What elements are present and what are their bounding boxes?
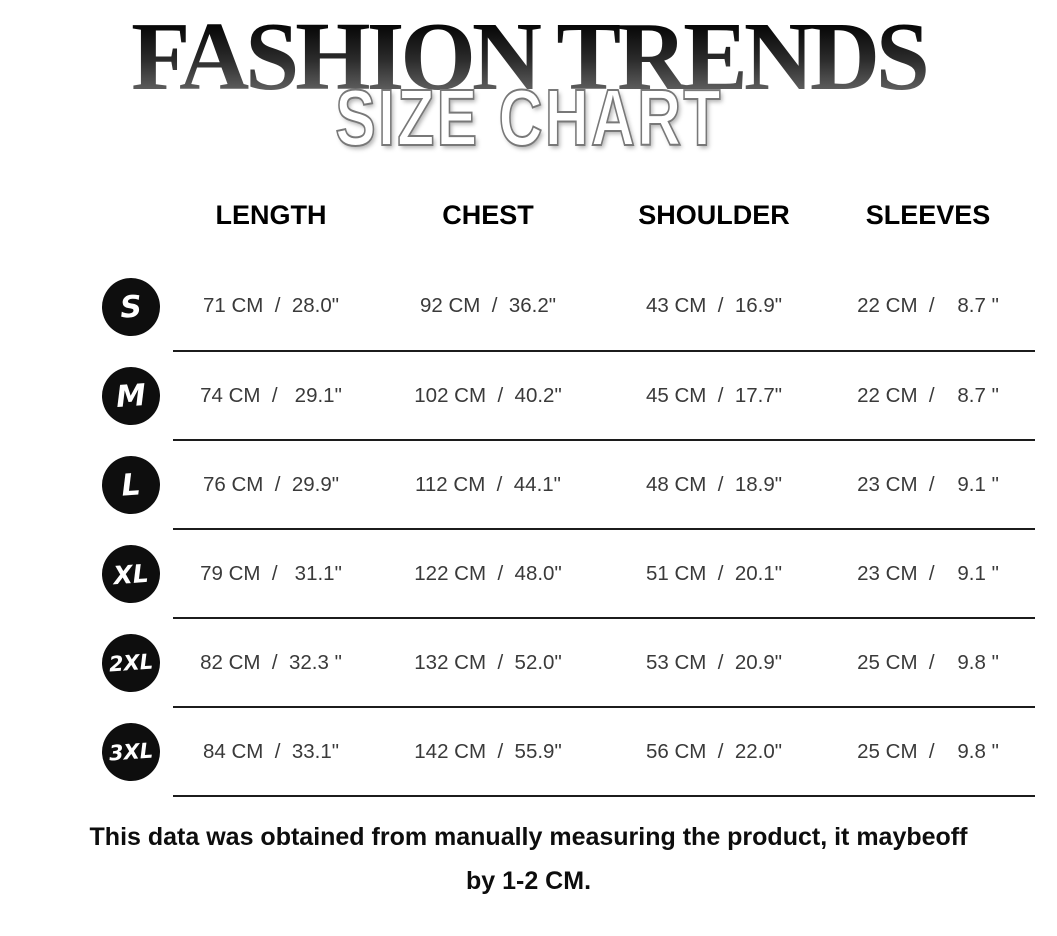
chest-value: 92 CM / 36.2": [369, 262, 607, 352]
size-badge-s: S: [100, 275, 162, 338]
size-chart-subtitle: SIZE CHART: [334, 72, 723, 163]
header: FASHION TRENDS SIZE CHART: [0, 0, 1057, 168]
brand-title: FASHION TRENDS: [0, 0, 1057, 107]
size-badge-2xl: 2XL: [100, 631, 162, 694]
badge-cell: XL: [21, 529, 173, 618]
column-header-size-blank: [21, 168, 173, 262]
column-header-chest: CHEST: [442, 199, 534, 230]
sleeves-value: 23 CM / 9.1 ": [821, 529, 1035, 619]
shoulder-value: 53 CM / 20.9": [607, 618, 821, 708]
badge-cell: 3XL: [21, 707, 173, 796]
chest-value: 132 CM / 52.0": [369, 618, 607, 708]
length-value: 79 CM / 31.1": [173, 529, 369, 619]
measurement-note-line1: This data was obtained from manually mea…: [89, 823, 968, 851]
chest-value: 112 CM / 44.1": [369, 440, 607, 530]
chest-value: 122 CM / 48.0": [369, 529, 607, 619]
table-row-s: S 71 CM / 28.0" 92 CM / 36.2" 43 CM / 16…: [21, 262, 1035, 352]
size-badge-m: M: [100, 364, 162, 427]
column-header-sleeves: SLEEVES: [865, 199, 991, 230]
length-value: 74 CM / 29.1": [173, 351, 369, 441]
length-value: 76 CM / 29.9": [173, 440, 369, 530]
table-header-row: LENGTH CHEST SHOULDER SLEEVES: [21, 168, 1035, 262]
badge-cell: L: [21, 440, 173, 529]
badge-cell: S: [21, 262, 173, 351]
measurement-note-line2: by 1-2 CM.: [465, 867, 592, 895]
table-row-m: M 74 CM / 29.1" 102 CM / 40.2" 45 CM / 1…: [21, 351, 1035, 441]
shoulder-value: 51 CM / 20.1": [607, 529, 821, 619]
length-value: 71 CM / 28.0": [173, 262, 369, 352]
shoulder-value: 48 CM / 18.9": [607, 440, 821, 530]
chest-value: 142 CM / 55.9": [369, 707, 607, 797]
sleeves-value: 25 CM / 9.8 ": [821, 707, 1035, 797]
sleeves-value: 22 CM / 8.7 ": [821, 262, 1035, 352]
sleeves-value: 25 CM / 9.8 ": [821, 618, 1035, 708]
chest-value: 102 CM / 40.2": [369, 351, 607, 441]
badge-cell: 2XL: [21, 618, 173, 707]
length-value: 84 CM / 33.1": [173, 707, 369, 797]
measurement-note: This data was obtained from manually mea…: [0, 815, 1057, 903]
badge-cell: M: [21, 351, 173, 440]
sleeves-value: 22 CM / 8.7 ": [821, 351, 1035, 441]
sleeves-value: 23 CM / 9.1 ": [821, 440, 1035, 530]
table-row-2xl: 2XL 82 CM / 32.3 " 132 CM / 52.0" 53 CM …: [21, 618, 1035, 708]
size-table: LENGTH CHEST SHOULDER SLEEVES S 71 CM / …: [21, 168, 1035, 797]
table-row-l: L 76 CM / 29.9" 112 CM / 44.1" 48 CM / 1…: [21, 440, 1035, 530]
column-header-shoulder: SHOULDER: [638, 199, 790, 230]
size-badge-3xl: 3XL: [100, 720, 162, 783]
table-row-xl: XL 79 CM / 31.1" 122 CM / 48.0" 51 CM / …: [21, 529, 1035, 619]
table-row-3xl: 3XL 84 CM / 33.1" 142 CM / 55.9" 56 CM /…: [21, 707, 1035, 797]
shoulder-value: 43 CM / 16.9": [607, 262, 821, 352]
size-badge-xl: XL: [100, 542, 162, 605]
shoulder-value: 56 CM / 22.0": [607, 707, 821, 797]
shoulder-value: 45 CM / 17.7": [607, 351, 821, 441]
length-value: 82 CM / 32.3 ": [173, 618, 369, 708]
column-header-length: LENGTH: [215, 199, 327, 230]
size-badge-l: L: [100, 453, 162, 516]
